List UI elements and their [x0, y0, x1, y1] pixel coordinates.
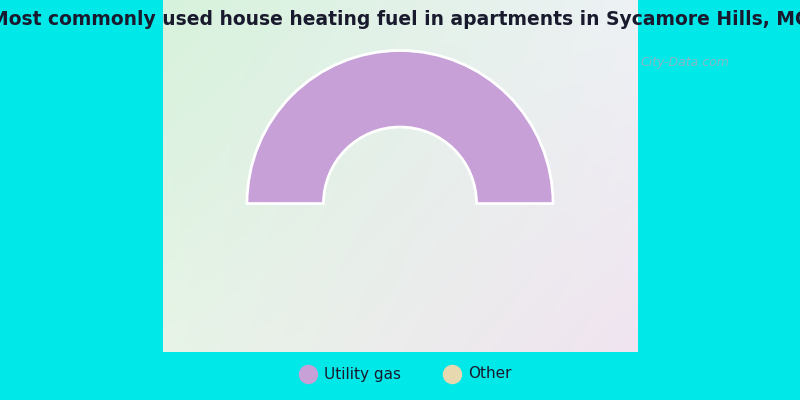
Text: City-Data.com: City-Data.com [640, 56, 729, 69]
Text: Other: Other [468, 366, 511, 382]
Text: Utility gas: Utility gas [324, 366, 401, 382]
Text: Most commonly used house heating fuel in apartments in Sycamore Hills, MO: Most commonly used house heating fuel in… [0, 10, 800, 29]
Wedge shape [247, 50, 553, 204]
